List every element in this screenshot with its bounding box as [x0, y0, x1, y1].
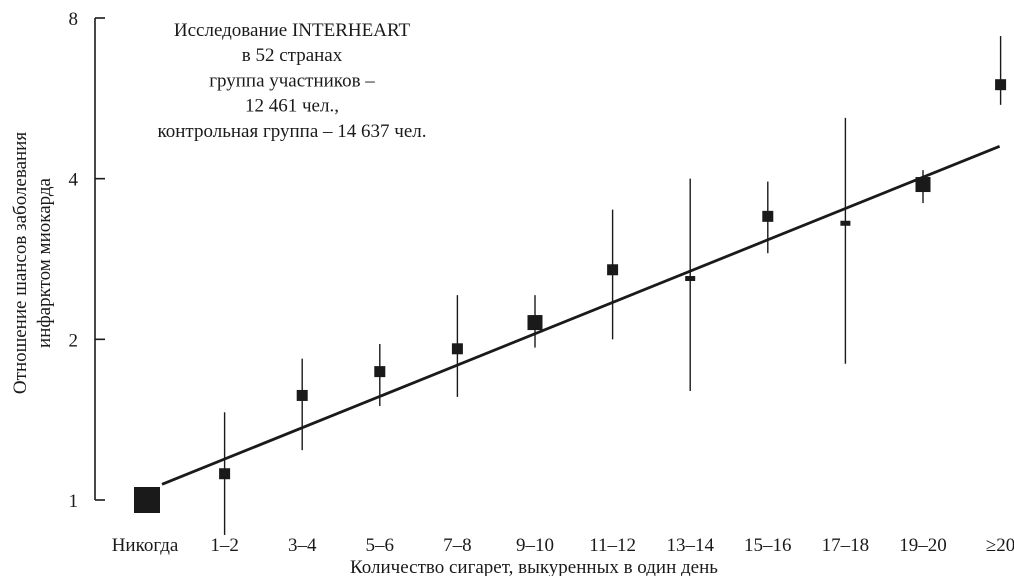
- study-annotation: Исследование INTERHEART в 52 странах групп…: [158, 20, 427, 142]
- data-point: [296, 389, 308, 401]
- annotation-line: в 52 странах: [242, 45, 343, 66]
- x-tick-label: 9–10: [516, 535, 554, 556]
- annotation-line: 12 461 чел.,: [245, 96, 339, 117]
- y-axis-label-line: инфарктом миокарда: [34, 177, 55, 348]
- y-tick-label: 8: [69, 9, 79, 30]
- data-point: [995, 79, 1007, 91]
- data-point: [915, 177, 931, 193]
- y-tick-label: 4: [69, 170, 79, 191]
- x-tick-label: 3–4: [288, 535, 317, 556]
- data-point: [607, 264, 619, 276]
- trend-line: [161, 144, 1001, 486]
- x-tick-label: ≥20: [986, 535, 1014, 556]
- data-point: [219, 468, 231, 480]
- data-point: [685, 276, 696, 282]
- data-point: [374, 366, 386, 378]
- x-tick-label: 13–14: [666, 535, 714, 556]
- y-axis-label-line: Отношение шансов заболевания: [10, 132, 31, 394]
- x-tick-label: 7–8: [443, 535, 472, 556]
- error-bars: [223, 36, 1002, 535]
- data-point: [527, 315, 543, 331]
- y-axis-label: Отношение шансов заболевания инфарктом ми…: [10, 132, 55, 394]
- y-tick-label: 2: [69, 330, 79, 351]
- x-tick-label: 19–20: [899, 535, 947, 556]
- x-axis-label: Количество сигарет, выкуренных в один де…: [350, 557, 718, 576]
- x-tick-label: 1–2: [210, 535, 239, 556]
- x-tick-label: 17–18: [822, 535, 870, 556]
- data-markers: [134, 79, 1007, 513]
- x-tick-label: Никогда: [112, 535, 179, 556]
- x-axis-ticks: Никогда 1–2 3–4 5–6 7–8 9–10 11–12 13–14 15–16 17…: [112, 535, 1014, 556]
- x-tick-label: 5–6: [366, 535, 395, 556]
- data-point: [762, 210, 774, 222]
- x-tick-label: 15–16: [744, 535, 792, 556]
- data-point: [840, 220, 851, 226]
- y-tick-label: 1: [69, 491, 79, 512]
- regression-line: [161, 144, 1001, 486]
- y-axis: 1 2 4 8: [69, 9, 105, 512]
- annotation-line: Исследование INTERHEART: [174, 20, 411, 41]
- data-point: [134, 487, 160, 513]
- data-point: [451, 343, 463, 355]
- annotation-line: контрольная группа – 14 637 чел.: [158, 121, 427, 142]
- annotation-line: группа участников –: [209, 70, 375, 91]
- x-tick-label: 11–12: [589, 535, 636, 556]
